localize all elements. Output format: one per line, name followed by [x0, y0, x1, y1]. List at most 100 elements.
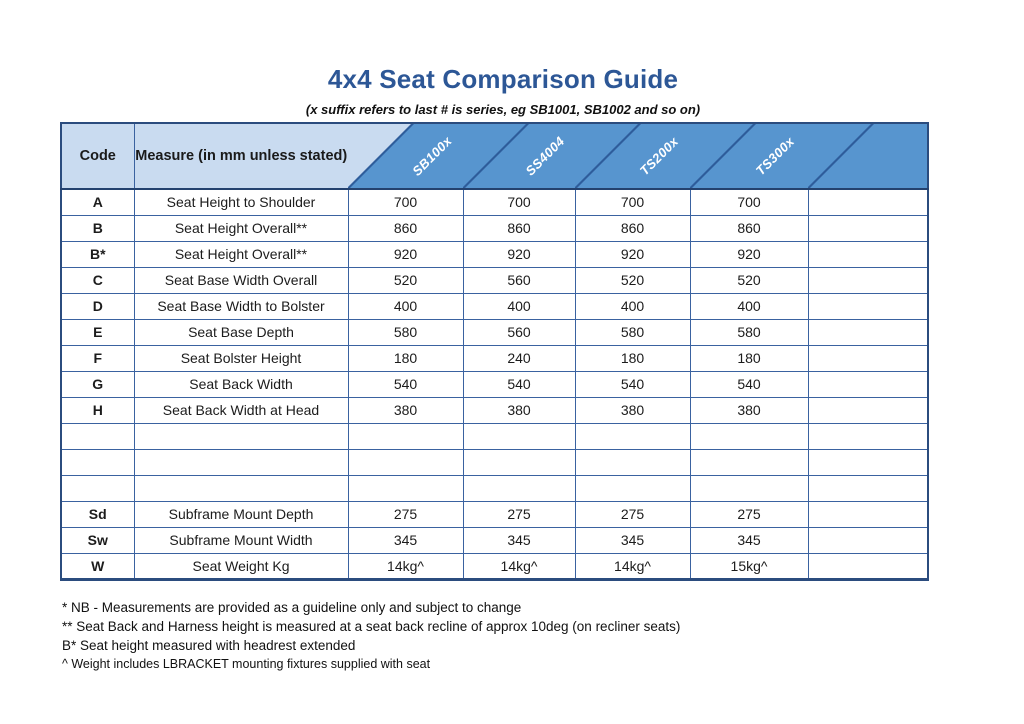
row-measure [133, 474, 349, 502]
cell-value: 345 [347, 526, 464, 554]
column-header-sb100x: SB100x [348, 122, 463, 190]
cell-value [807, 214, 929, 242]
table-row-a: A Seat Height to Shoulder 700 700 700 70… [60, 188, 929, 216]
row-measure: Subframe Mount Width [133, 526, 349, 554]
cell-value [807, 526, 929, 554]
cell-value [807, 370, 929, 398]
cell-value: 560 [462, 266, 576, 294]
cell-value [689, 448, 809, 476]
diagonal-header-cell: TS200x [575, 124, 690, 187]
cell-value: 860 [689, 214, 809, 242]
cell-value [462, 422, 576, 450]
table-row-empty [60, 474, 929, 502]
cell-value: 540 [574, 370, 691, 398]
table-row-sd: Sd Subframe Mount Depth 275 275 275 275 [60, 500, 929, 528]
table-row-sw: Sw Subframe Mount Width 345 345 345 345 [60, 526, 929, 554]
cell-value: 15kg^ [689, 552, 809, 580]
row-measure: Seat Back Width [133, 370, 349, 398]
cell-value: 400 [462, 292, 576, 320]
cell-value [347, 448, 464, 476]
cell-value: 14kg^ [462, 552, 576, 580]
table-row-empty [60, 448, 929, 476]
cell-value [807, 552, 929, 580]
diagonal-divider [463, 124, 528, 187]
cell-value: 920 [689, 240, 809, 268]
cell-value: 700 [462, 188, 576, 216]
diagonal-divider [690, 124, 755, 187]
column-header-measure: Measure (in mm unless stated) [133, 122, 348, 190]
row-measure: Seat Height Overall** [133, 214, 349, 242]
column-header-ts200x: TS200x [575, 122, 690, 190]
header-row: Code Measure (in mm unless stated) SB100… [60, 122, 928, 190]
cell-value: 380 [574, 396, 691, 424]
cell-value [462, 474, 576, 502]
column-header-label: SB100x [408, 133, 455, 179]
table-row-b: B Seat Height Overall** 860 860 860 860 [60, 214, 929, 242]
column-header-empty [808, 122, 928, 190]
cell-value: 540 [689, 370, 809, 398]
column-header-code: Code [60, 122, 135, 190]
diagonal-header-cell: SB100x [348, 124, 463, 187]
table-row-w: W Seat Weight Kg 14kg^ 14kg^ 14kg^ 15kg^ [60, 552, 929, 580]
cell-value [807, 422, 929, 450]
cell-value [689, 422, 809, 450]
row-measure: Seat Base Depth [133, 318, 349, 346]
table-row-b-star: B* Seat Height Overall** 920 920 920 920 [60, 240, 929, 268]
cell-value: 345 [462, 526, 576, 554]
column-header-ss4004: SS4004 [463, 122, 575, 190]
cell-value: 520 [347, 266, 464, 294]
table-row-d: D Seat Base Width to Bolster 400 400 400… [60, 292, 929, 320]
seat-comparison-table: Code Measure (in mm unless stated) SB100… [60, 122, 929, 581]
cell-value: 400 [347, 292, 464, 320]
cell-value: 520 [689, 266, 809, 294]
row-code [60, 474, 135, 502]
table-row-c: C Seat Base Width Overall 520 560 520 52… [60, 266, 929, 294]
row-code [60, 422, 135, 450]
cell-value: 560 [462, 318, 576, 346]
row-measure: Seat Back Width at Head [133, 396, 349, 424]
row-measure: Subframe Mount Depth [133, 500, 349, 528]
column-header-label: TS200x [636, 133, 681, 179]
table-row-h: H Seat Back Width at Head 380 380 380 38… [60, 396, 929, 424]
cell-value [807, 500, 929, 528]
cell-value [347, 474, 464, 502]
cell-value: 180 [689, 344, 809, 372]
diagonal-header-cell [808, 124, 927, 187]
cell-value [574, 474, 691, 502]
row-measure: Seat Base Width Overall [133, 266, 349, 294]
page-title: 4x4 Seat Comparison Guide [327, 64, 679, 94]
cell-value [807, 318, 929, 346]
cell-value: 275 [347, 500, 464, 528]
row-code [60, 448, 135, 476]
cell-value: 580 [689, 318, 809, 346]
cell-value: 380 [462, 396, 576, 424]
cell-value [574, 422, 691, 450]
row-measure: Seat Height Overall** [133, 240, 349, 268]
cell-value: 860 [574, 214, 691, 242]
cell-value: 920 [462, 240, 576, 268]
row-code: C [60, 266, 135, 294]
diagonal-header-cell: SS4004 [463, 124, 575, 187]
table-row-e: E Seat Base Depth 580 560 580 580 [60, 318, 929, 346]
cell-value: 180 [574, 344, 691, 372]
cell-value [347, 422, 464, 450]
row-measure [133, 448, 349, 476]
row-measure: Seat Bolster Height [133, 344, 349, 372]
row-code: H [60, 396, 135, 424]
row-code: Sw [60, 526, 135, 554]
cell-value [807, 396, 929, 424]
cell-value: 275 [689, 500, 809, 528]
cell-value [807, 240, 929, 268]
cell-value [807, 344, 929, 372]
column-header-label: SS4004 [522, 133, 568, 179]
cell-value: 700 [347, 188, 464, 216]
footnote-weight: ^ Weight includes LBRACKET mounting fixt… [62, 657, 431, 671]
row-code: D [60, 292, 135, 320]
row-measure [133, 422, 349, 450]
cell-value: 380 [689, 396, 809, 424]
cell-value: 700 [689, 188, 809, 216]
cell-value: 540 [347, 370, 464, 398]
table-row-f: F Seat Bolster Height 180 240 180 180 [60, 344, 929, 372]
cell-value: 920 [347, 240, 464, 268]
cell-value: 540 [462, 370, 576, 398]
